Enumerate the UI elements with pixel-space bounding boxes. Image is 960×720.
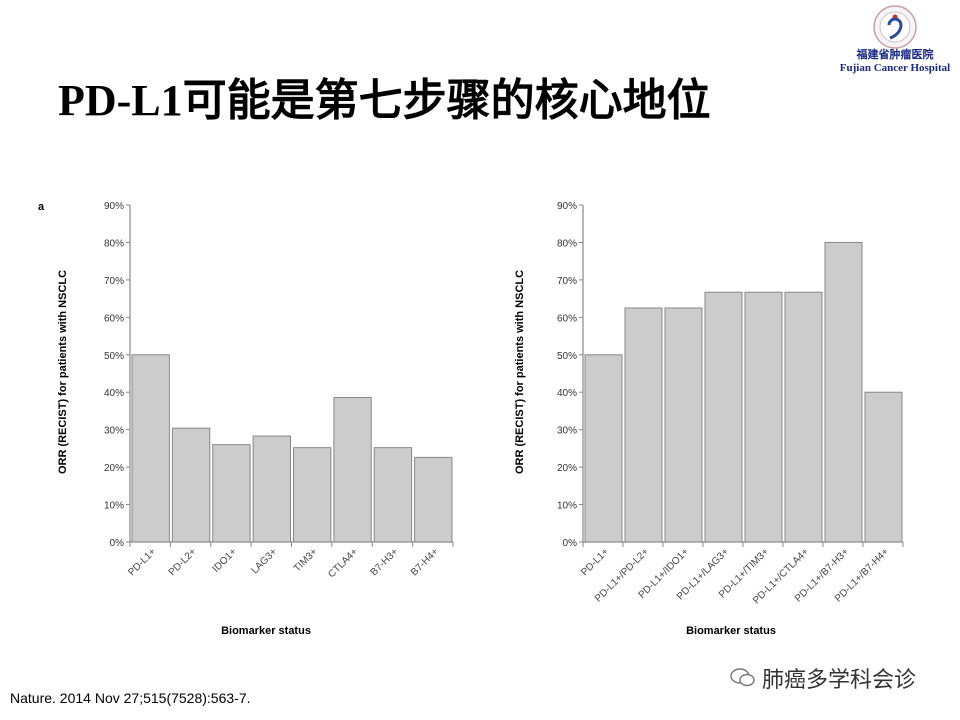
bar — [293, 447, 332, 543]
y-tick-label: 0% — [563, 538, 578, 549]
y-tick-label: 90% — [557, 201, 577, 212]
bar — [784, 291, 823, 543]
wechat-watermark: 肺癌多学科会诊 — [730, 662, 916, 694]
y-tick-label: 60% — [104, 313, 124, 324]
bar — [414, 456, 453, 543]
bar — [824, 241, 863, 543]
y-tick-label: 40% — [557, 388, 577, 399]
y-tick-label: 80% — [557, 238, 577, 249]
x-tick-label: B7-H3+ — [369, 546, 401, 578]
chart-pdl1-combination: ORR (RECIST) for patients with NSCLC Bio… — [514, 201, 904, 637]
x-tick-label: TIM3+ — [292, 546, 320, 574]
slide-title: PD-L1可能是第七步骤的核心地位 — [58, 76, 711, 125]
y-tick-label: 90% — [104, 201, 124, 212]
x-tick-label: IDO1+ — [211, 546, 240, 575]
y-tick-label: 50% — [557, 351, 577, 362]
bar — [624, 307, 663, 543]
x-axis-label: Biomarker status — [686, 625, 776, 637]
bar — [864, 391, 903, 543]
bar — [252, 435, 291, 543]
x-tick-label: CTLA4+ — [326, 546, 360, 580]
panel-label: a — [38, 201, 45, 213]
y-tick-label: 10% — [104, 501, 124, 512]
y-tick-label: 30% — [104, 426, 124, 437]
x-tick-label: PD-L1+ — [579, 546, 611, 578]
y-axis-label: ORR (RECIST) for patients with NSCLC — [57, 270, 69, 474]
y-tick-label: 80% — [104, 238, 124, 249]
chart-single-biomarker: a ORR (RECIST) for patients with NSCLC B… — [38, 201, 454, 637]
bar — [212, 444, 251, 543]
bar — [744, 291, 783, 543]
bar — [333, 396, 372, 543]
y-tick-label: 20% — [557, 463, 577, 474]
wechat-icon — [730, 668, 755, 687]
citation: Nature. 2014 Nov 27;515(7528):563-7. — [10, 690, 251, 706]
x-tick-label: PD-L1+ — [126, 546, 158, 578]
y-tick-label: 20% — [104, 463, 124, 474]
y-tick-label: 30% — [557, 426, 577, 437]
logo-english-name: Fujian Cancer Hospital — [839, 62, 951, 74]
bar — [704, 291, 743, 543]
bar — [584, 354, 623, 543]
logo-chinese-name: 福建省肿瘤医院 — [856, 49, 934, 61]
bar — [664, 307, 703, 543]
hospital-emblem-icon — [873, 5, 917, 49]
charts-area: a ORR (RECIST) for patients with NSCLC B… — [38, 201, 904, 637]
x-tick-label: B7-H4+ — [409, 546, 441, 578]
y-axis-label: ORR (RECIST) for patients with NSCLC — [514, 270, 526, 474]
hospital-logo: 福建省肿瘤医院 Fujian Cancer Hospital — [830, 2, 960, 78]
x-axis-label: Biomarker status — [221, 625, 311, 637]
y-tick-label: 0% — [110, 538, 125, 549]
x-tick-label: LAG3+ — [249, 546, 279, 576]
bar — [171, 427, 211, 543]
bar — [131, 354, 170, 543]
y-tick-label: 10% — [557, 501, 577, 512]
watermark-text: 肺癌多学科会诊 — [762, 667, 917, 692]
y-tick-label: 50% — [104, 351, 124, 362]
y-tick-label: 60% — [557, 313, 577, 324]
y-tick-label: 70% — [104, 276, 124, 287]
x-tick-label: PD-L2+ — [167, 546, 199, 578]
y-tick-label: 70% — [557, 276, 577, 287]
y-tick-label: 40% — [104, 388, 124, 399]
bar — [373, 447, 413, 543]
